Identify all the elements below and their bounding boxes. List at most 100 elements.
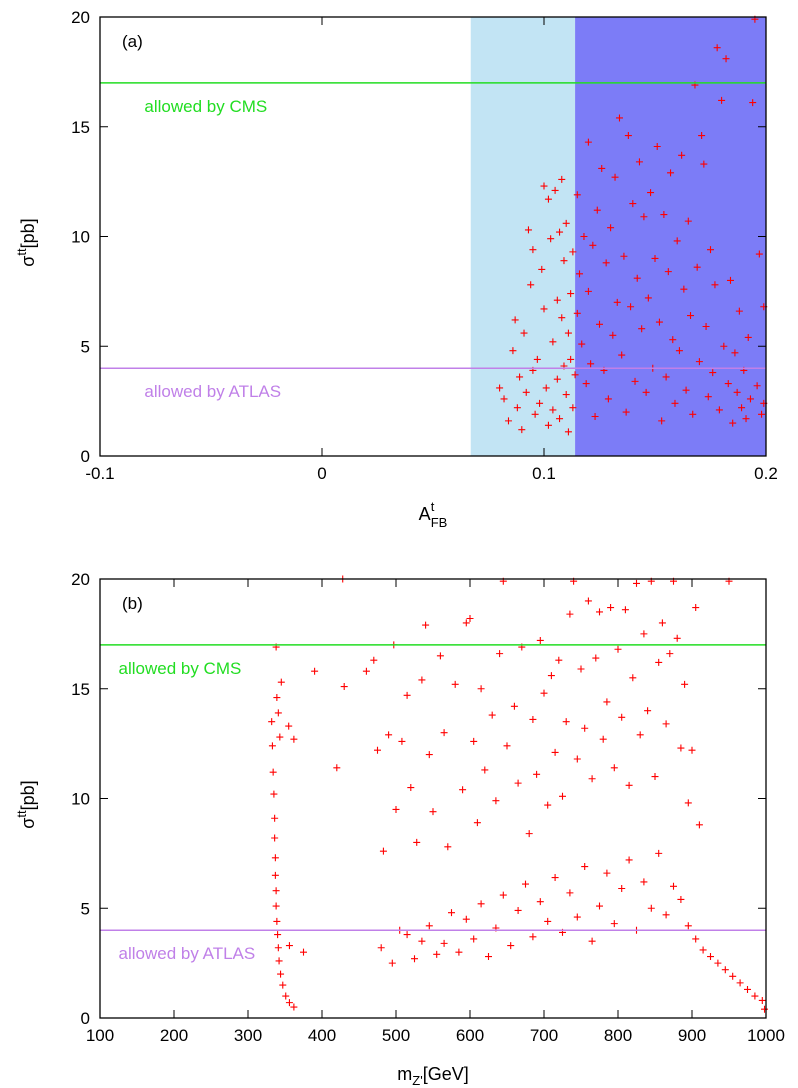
a-point-0-86: [662, 373, 670, 381]
a-point-0-95: [682, 386, 690, 394]
a-point-0-114: [724, 380, 732, 388]
b-y-axis-label: σtt[pb]: [14, 780, 38, 828]
a-point-0-100: [693, 263, 701, 271]
a-shaded-region-1: [575, 17, 766, 456]
a-point-0-22: [544, 421, 552, 429]
a-point-0-104: [702, 322, 710, 330]
a-point-0-120: [738, 404, 746, 412]
b-point-0-119: [418, 937, 426, 945]
b-point-0-118: [411, 955, 418, 963]
b-x-label-main: m: [397, 1064, 412, 1084]
b-point-0-122: [440, 939, 448, 947]
b-point-0-133: [522, 880, 529, 888]
b-point-0-1: [268, 742, 276, 750]
a-point-0-98: [689, 410, 697, 418]
a-point-0-110: [715, 406, 723, 414]
b-point-0-150: [647, 904, 655, 912]
a-point-0-32: [558, 314, 566, 322]
b-point-0-76: [562, 718, 570, 726]
b-point-0-46: [429, 808, 437, 816]
b-point-0-137: [551, 874, 559, 882]
a-point-0-50: [584, 138, 592, 146]
a-point-0-92: [675, 347, 683, 355]
b-point-0-5: [271, 834, 279, 842]
a-point-0-129: [758, 410, 766, 418]
b-point-0-45: [425, 751, 433, 759]
b-point-0-87: [603, 698, 611, 706]
a-point-0-25: [549, 406, 557, 414]
a-point-0-102: [698, 132, 706, 140]
b-point-0-2: [269, 768, 277, 776]
b-point-0-155: [684, 922, 692, 930]
a-point-0-101: [695, 358, 703, 366]
b-point-0-59: [492, 797, 500, 805]
b-x-axis-label: mZ'[GeV]: [397, 1064, 468, 1088]
a-point-0-7: [518, 426, 526, 434]
a-point-0-62: [609, 331, 617, 339]
b-point-0-136: [544, 917, 552, 925]
a-ytick-label-1: 5: [81, 337, 90, 356]
b-point-0-32: [362, 667, 370, 675]
b-point-0-66: [525, 830, 533, 838]
b-y-label-main: σ: [18, 818, 38, 829]
b-xtick-label-9: 1000: [747, 1026, 785, 1045]
b-y-label-sup: tt: [14, 810, 29, 818]
b-point-0-115: [388, 959, 396, 967]
b-point-0-26: [285, 942, 293, 950]
b-y-label-rest: [pb]: [18, 780, 38, 810]
b-point-0-108: [681, 680, 689, 688]
a-point-0-87: [664, 268, 672, 276]
b-point-0-49: [444, 843, 452, 851]
a-point-0-30: [556, 415, 564, 423]
a-reference-lines: [100, 82, 766, 369]
b-point-0-20: [273, 694, 281, 702]
a-y-label-rest: [pb]: [18, 218, 38, 248]
a-point-0-78: [644, 294, 652, 302]
a-point-0-42: [569, 404, 577, 412]
a-point-0-84: [658, 417, 666, 425]
b-ytick-label-0: 0: [81, 1009, 90, 1028]
b-point-0-110: [688, 746, 696, 754]
a-panel-label: (a): [122, 32, 143, 51]
a-point-0-5: [513, 404, 521, 412]
a-atlas-annotation: allowed by ATLAS: [144, 382, 281, 401]
b-point-0-161: [729, 972, 737, 980]
b-xtick-label-5: 600: [456, 1026, 484, 1045]
b-point-0-120: [425, 922, 433, 930]
a-point-0-122: [742, 415, 750, 423]
a-point-0-28: [553, 375, 561, 383]
a-point-0-38: [564, 428, 572, 436]
b-point-0-160: [721, 966, 729, 974]
b-axis-ticks: 100 200 300 400 500 600 700 800 900 1000 0 5 10 15 20: [71, 570, 785, 1045]
b-point-0-130: [499, 891, 507, 899]
b-point-0-6: [271, 854, 279, 862]
a-point-0-43: [571, 371, 579, 379]
b-point-0-47: [436, 652, 444, 660]
a-point-0-125: [749, 99, 757, 107]
a-point-0-85: [660, 211, 668, 219]
a-point-0-124: [746, 395, 754, 403]
b-point-0-153: [670, 882, 677, 890]
a-shaded-region-0: [470, 17, 576, 456]
b-point-0-125: [462, 915, 470, 923]
a-point-0-3: [509, 347, 517, 355]
b-point-0-131: [507, 942, 515, 950]
b-point-0-103: [662, 720, 670, 728]
a-point-0-48: [580, 233, 588, 240]
b-point-0-44: [422, 621, 430, 629]
b-point-0-29: [333, 764, 341, 772]
b-point-0-33: [370, 656, 378, 664]
b-point-0-75: [559, 792, 566, 800]
a-point-0-128: [755, 250, 763, 258]
b-point-0-82: [584, 597, 592, 605]
a-point-0-116: [729, 419, 737, 427]
a-point-0-127: [753, 382, 761, 390]
b-point-0-50: [451, 680, 459, 688]
b-point-0-62: [503, 742, 511, 750]
b-point-0-114: [377, 944, 385, 952]
a-point-0-64: [613, 298, 621, 306]
a-point-0-49: [582, 380, 590, 388]
b-point-0-3: [270, 790, 278, 798]
a-point-0-94: [680, 285, 688, 293]
a-point-0-54: [591, 412, 599, 420]
